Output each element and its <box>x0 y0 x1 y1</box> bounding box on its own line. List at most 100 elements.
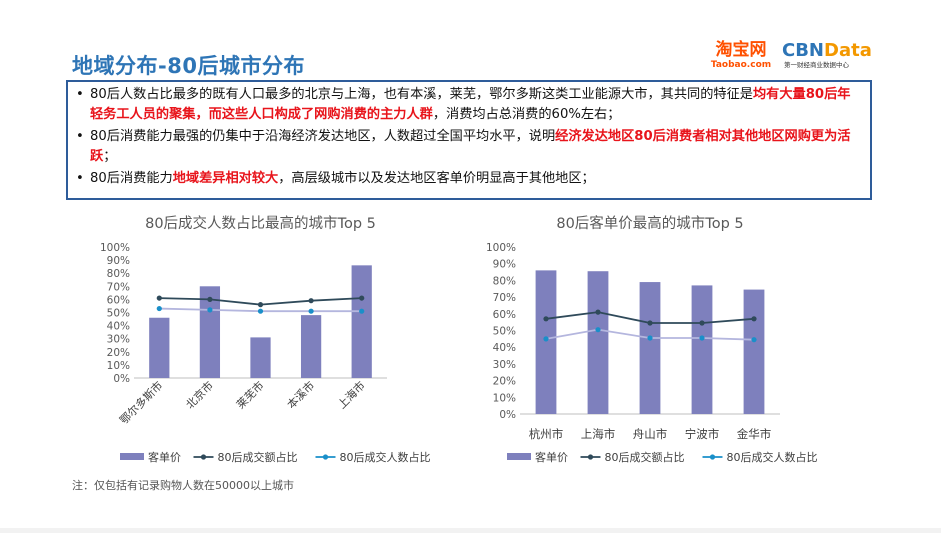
bullet-text: 80后消费能力最强的仍集中于沿海经济发达地区，人数超过全国平均水平，说明经济发达… <box>90 127 860 167</box>
series-point <box>543 336 549 342</box>
series-point <box>647 335 653 341</box>
bullet-segment: 80后消费能力 <box>90 171 173 186</box>
summary-bullet: • 80后消费能力地域差异相对较大，高层级城市以及发达地区客单价明显高于其他地区； <box>76 169 860 189</box>
bullet-segment: ，消费均占总消费的60%左右； <box>432 107 621 122</box>
x-tick-label: 鄂尔多斯市 <box>117 378 166 427</box>
x-tick-label: 金华市 <box>737 427 772 441</box>
bullet-dot: • <box>76 87 84 102</box>
x-tick-label: 北京市 <box>183 378 216 411</box>
y-tick-label: 0% <box>499 409 516 421</box>
cbn-logo-part: CBN <box>782 40 824 61</box>
legend-label: 客单价 <box>535 450 568 464</box>
legend-label: 客单价 <box>148 450 181 464</box>
chart-right: 80后客单价最高的城市Top 5 0% 10% 20% 30% 40% 50% 60% 70% 8… <box>480 206 860 476</box>
y-tick-label: 10% <box>493 392 516 404</box>
y-tick-label: 30% <box>493 359 516 371</box>
x-tick-label: 本溪市 <box>284 378 317 411</box>
y-tick-label: 90% <box>493 259 516 271</box>
y-tick-label: 100% <box>100 242 130 254</box>
y-tick-label: 80% <box>107 268 130 280</box>
series-point <box>257 308 264 314</box>
series-point <box>156 295 162 301</box>
summary-box: • 80后人数占比最多的既有人口最多的北京与上海，也有本溪，莱芜，鄂尔多斯这类工业… <box>66 80 872 200</box>
chart-left: 80后成交人数占比最高的城市Top 5 0% 10% 20% 30% 40% 50% 60% 7… <box>70 206 450 476</box>
legend-marker <box>322 454 329 460</box>
y-tick-label: 0% <box>113 373 130 385</box>
bar <box>691 285 713 414</box>
series-point <box>595 309 601 315</box>
bar <box>639 282 661 414</box>
x-tick-label: 上海市 <box>335 378 368 411</box>
bar <box>149 317 170 378</box>
highlight-text: 均有大量80后年轻务工人员的聚集，而这些人口构成了网购消费的主力人群 <box>90 87 851 122</box>
chart-title: 80后成交人数占比最高的城市Top 5 <box>145 214 376 232</box>
y-tick-label: 10% <box>107 360 130 372</box>
legend-label: 80后成交额占比 <box>218 450 298 464</box>
bar <box>743 289 765 414</box>
series-point <box>699 320 705 326</box>
highlight-text: 地域差异相对较大 <box>172 171 279 186</box>
y-tick-label: 50% <box>493 326 516 338</box>
legend-marker <box>587 454 594 460</box>
y-tick-label: 20% <box>493 376 516 388</box>
series-point <box>156 305 162 312</box>
highlight-text: 经济发达地区80后消费者相对其他地区网购更为活跃 <box>90 129 851 164</box>
bullet-segment: 80后消费能力最强的仍集中于沿海经济发达地区，人数超过全国平均水平，说明 <box>90 129 556 144</box>
footnote: 注：仅包括有记录购物人数在50000以上城市 <box>72 479 294 492</box>
taobao-logo-sub: Taobao.com <box>710 60 772 70</box>
series-point <box>751 337 757 343</box>
series-point <box>207 307 213 313</box>
data-logo-part: Data <box>824 40 872 61</box>
x-tick-label: 宁波市 <box>685 427 720 441</box>
chart-right-svg: 80后客单价最高的城市Top 5 0% 10% 20% 30% 40% 50% 60% 70% 8… <box>486 215 818 464</box>
series-point <box>207 296 213 302</box>
chart-left-svg: 80后成交人数占比最高的城市Top 5 0%10%20%30%40%50% 60%7… <box>100 214 431 464</box>
series-point <box>751 316 757 322</box>
series-point <box>308 298 314 304</box>
legend-label: 80后成交人数占比 <box>340 450 431 464</box>
page-title: 地域分布-80后城市分布 <box>72 54 305 78</box>
bullet-dot: • <box>76 129 84 144</box>
x-tick-label: 舟山市 <box>633 427 668 441</box>
legend-swatch <box>120 453 144 460</box>
cbndata-logo-sub: 第一财经商业数据中心 <box>784 61 849 69</box>
bullet-segment: ，高层级城市以及发达地区客单价明显高于其他地区； <box>278 171 595 186</box>
taobao-logo: 淘宝网 Taobao.com <box>706 40 776 70</box>
bullet-segment: ； <box>103 149 117 164</box>
footer-divider <box>0 528 941 533</box>
legend-label: 80后成交人数占比 <box>727 450 818 464</box>
series-point <box>647 320 653 326</box>
bar <box>351 265 372 378</box>
y-tick-label: 50% <box>107 308 130 320</box>
legend-marker <box>200 454 207 460</box>
y-tick-label: 100% <box>486 242 516 254</box>
legend-marker <box>709 454 716 460</box>
y-tick-label: 70% <box>107 281 130 293</box>
cbndata-logo: CBNData 第一财经商业数据中心 <box>782 40 877 70</box>
bullet-text: 80后人数占比最多的既有人口最多的北京与上海，也有本溪，莱芜，鄂尔多斯这类工业能… <box>90 85 860 125</box>
series-point <box>699 335 705 341</box>
bullet-dot: • <box>76 171 84 186</box>
series-point <box>543 316 549 322</box>
series-point <box>257 302 264 308</box>
summary-bullet: • 80后人数占比最多的既有人口最多的北京与上海，也有本溪，莱芜，鄂尔多斯这类工业… <box>76 85 860 125</box>
y-tick-label: 60% <box>107 294 130 306</box>
bar <box>250 337 271 378</box>
legend-label: 80后成交额占比 <box>605 450 685 464</box>
y-tick-label: 30% <box>107 334 130 346</box>
series-point <box>359 308 365 314</box>
y-tick-label: 20% <box>107 347 130 359</box>
x-tick-label: 杭州市 <box>529 427 564 441</box>
taobao-logo-main: 淘宝网 <box>715 40 767 60</box>
y-tick-label: 60% <box>493 309 516 321</box>
y-tick-label: 40% <box>107 321 130 333</box>
y-tick-label: 70% <box>493 292 516 304</box>
y-tick-label: 40% <box>493 342 516 354</box>
series-point <box>359 295 365 301</box>
y-tick-label: 80% <box>493 275 516 287</box>
x-tick-label: 莱芜市 <box>233 378 266 411</box>
series-point <box>308 308 314 314</box>
chart-title: 80后客单价最高的城市Top 5 <box>556 215 743 232</box>
bullet-segment: 80后人数占比最多的既有人口最多的北京与上海，也有本溪，莱芜，鄂尔多斯这类工业能… <box>90 87 753 102</box>
bullet-text: 80后消费能力地域差异相对较大，高层级城市以及发达地区客单价明显高于其他地区； <box>90 169 860 189</box>
